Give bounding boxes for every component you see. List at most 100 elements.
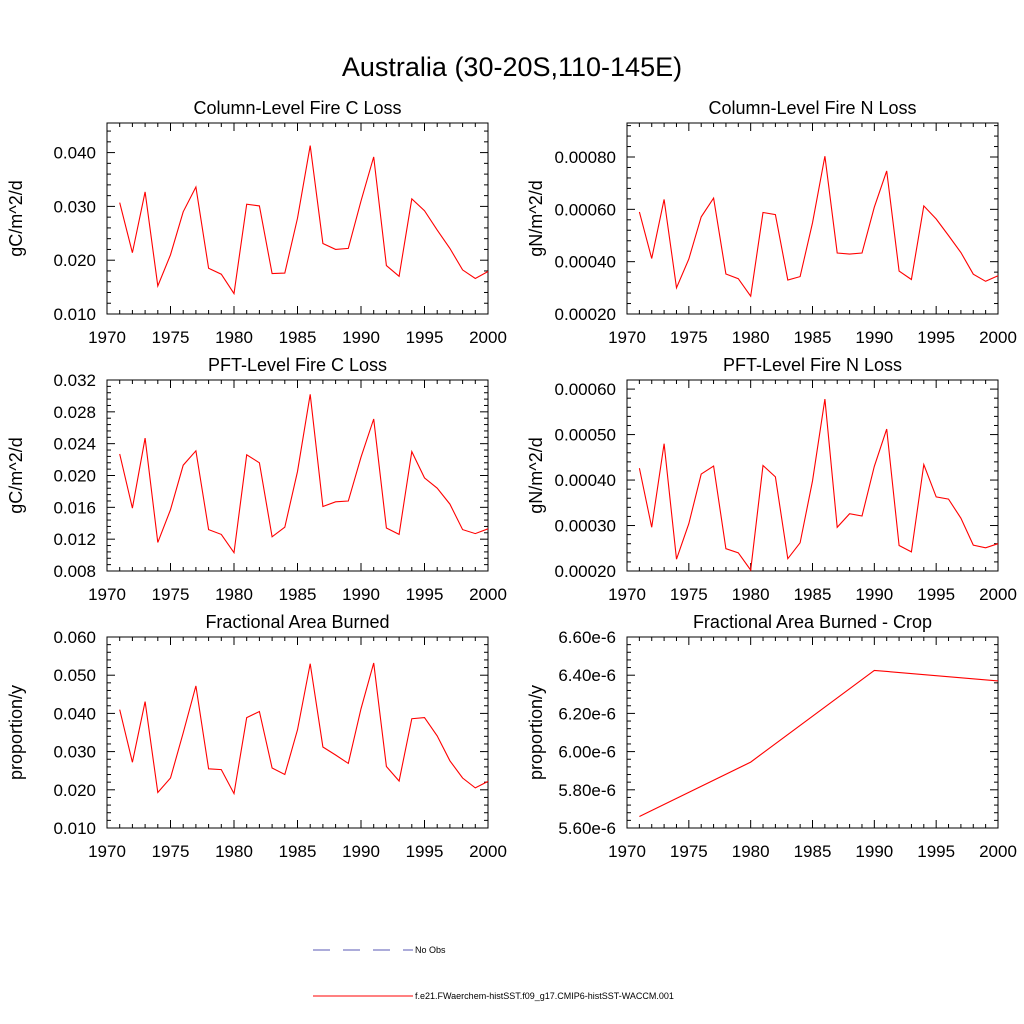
y-tick-label: 0.020: [53, 467, 96, 486]
panel-1: 1970 1975 1980 1985 1990 1995 2000 0.010 0.020 0.…: [6, 98, 507, 347]
x-tick-label: 1980: [215, 328, 253, 347]
x-tick-label: 1980: [732, 328, 770, 347]
x-tick-label: 1995: [406, 842, 444, 861]
x-tick-label: 2000: [469, 842, 507, 861]
y-tick-label: 0.00040: [555, 471, 616, 490]
y-tick-label: 0.040: [53, 144, 96, 163]
x-tick-label: 2000: [979, 842, 1017, 861]
panel-3: 1970 1975 1980 1985 1990 1995 2000 0.008 0.012 0.…: [6, 355, 507, 604]
y-tick-label: 0.040: [53, 704, 96, 723]
panel-title: PFT-Level Fire N Loss: [723, 355, 902, 375]
y-tick-label: 0.00030: [555, 517, 616, 536]
panel-2: 1970 1975 1980 1985 1990 1995 2000 0.00020 0.000…: [526, 98, 1017, 347]
panel-5: 1970 1975 1980 1985 1990 1995 2000 0.010 0.020 0.…: [6, 612, 507, 861]
y-tick-label: 0.010: [53, 819, 96, 838]
legend-label-no-obs: No Obs: [415, 945, 446, 955]
x-tick-label: 1985: [279, 328, 317, 347]
x-tick-label: 1975: [152, 842, 190, 861]
plot-frame: [626, 636, 999, 829]
panel-6: 1970 1975 1980 1985 1990 1995 2000 5.60e-6 5.80e…: [526, 612, 1017, 861]
y-tick-label: 0.028: [53, 403, 96, 422]
x-tick-label: 1995: [406, 328, 444, 347]
series-line: [119, 662, 489, 796]
series-line: [119, 394, 489, 555]
x-tick-label: 1975: [152, 585, 190, 604]
plot-frame: [626, 122, 999, 315]
plot-frame: [106, 379, 489, 572]
x-tick-label: 1975: [670, 842, 708, 861]
figure-title: Australia (30-20S,110-145E): [342, 52, 682, 82]
x-tick-label: 1995: [917, 842, 955, 861]
y-tick-label: 0.00020: [555, 305, 616, 324]
y-tick-label: 0.020: [53, 781, 96, 800]
y-tick-label: 0.00080: [555, 148, 616, 167]
x-tick-label: 2000: [469, 585, 507, 604]
x-tick-label: 1985: [279, 842, 317, 861]
y-tick-label: 0.00060: [555, 200, 616, 219]
x-tick-label: 2000: [979, 328, 1017, 347]
x-tick-label: 1980: [215, 842, 253, 861]
y-tick-label: 0.050: [53, 666, 96, 685]
x-tick-label: 1990: [855, 328, 893, 347]
x-tick-label: 1990: [342, 585, 380, 604]
y-axis-label: gC/m^2/d: [6, 180, 26, 256]
panel-4: 1970 1975 1980 1985 1990 1995 2000 0.00020 0.000…: [526, 355, 1017, 604]
legend: No Obs f.e21.FWaerchem-histSST.f09_g17.C…: [313, 945, 674, 1001]
y-tick-label: 0.020: [53, 251, 96, 270]
x-tick-label: 1990: [342, 328, 380, 347]
x-tick-label: 1970: [608, 585, 646, 604]
x-tick-label: 1985: [794, 328, 832, 347]
y-tick-label: 0.00060: [555, 380, 616, 399]
y-tick-label: 0.010: [53, 305, 96, 324]
y-tick-label: 0.030: [53, 743, 96, 762]
x-tick-label: 1980: [732, 842, 770, 861]
panel-title: PFT-Level Fire C Loss: [208, 355, 387, 375]
y-axis-label: gC/m^2/d: [6, 437, 26, 513]
panel-title: Column-Level Fire C Loss: [193, 98, 401, 118]
y-tick-label: 0.060: [53, 628, 96, 647]
x-tick-label: 1975: [670, 585, 708, 604]
y-tick-label: 5.80e-6: [558, 781, 616, 800]
x-tick-label: 2000: [979, 585, 1017, 604]
x-tick-label: 1970: [88, 328, 126, 347]
y-tick-label: 0.030: [53, 197, 96, 216]
y-tick-label: 0.032: [53, 371, 96, 390]
series-line: [119, 145, 489, 296]
y-tick-label: 6.00e-6: [558, 743, 616, 762]
x-tick-label: 1975: [152, 328, 190, 347]
x-tick-label: 1970: [88, 842, 126, 861]
x-tick-label: 1990: [855, 585, 893, 604]
y-tick-label: 6.60e-6: [558, 628, 616, 647]
y-axis-label: gN/m^2/d: [526, 180, 546, 256]
series-line: [638, 399, 999, 572]
y-tick-label: 5.60e-6: [558, 819, 616, 838]
y-tick-label: 0.00020: [555, 562, 616, 581]
x-tick-label: 2000: [469, 328, 507, 347]
y-tick-label: 0.00040: [555, 253, 616, 272]
x-tick-label: 1985: [794, 585, 832, 604]
y-axis-label: proportion/y: [6, 685, 26, 780]
y-tick-label: 0.016: [53, 498, 96, 517]
panel-title: Column-Level Fire N Loss: [708, 98, 916, 118]
x-tick-label: 1970: [608, 328, 646, 347]
legend-label-model: f.e21.FWaerchem-histSST.f09_g17.CMIP6-hi…: [415, 991, 674, 1001]
x-tick-label: 1990: [855, 842, 893, 861]
y-tick-label: 0.00050: [555, 426, 616, 445]
x-tick-label: 1995: [406, 585, 444, 604]
y-tick-label: 6.20e-6: [558, 704, 616, 723]
x-tick-label: 1980: [215, 585, 253, 604]
y-axis-label: proportion/y: [526, 685, 546, 780]
y-tick-label: 6.40e-6: [558, 666, 616, 685]
x-tick-label: 1995: [917, 585, 955, 604]
y-axis-label: gN/m^2/d: [526, 437, 546, 513]
x-tick-label: 1995: [917, 328, 955, 347]
series-line: [638, 156, 999, 298]
x-tick-label: 1985: [279, 585, 317, 604]
panel-title: Fractional Area Burned: [205, 612, 389, 632]
panel-title: Fractional Area Burned - Crop: [693, 612, 932, 632]
x-tick-label: 1980: [732, 585, 770, 604]
x-tick-label: 1990: [342, 842, 380, 861]
x-tick-label: 1975: [670, 328, 708, 347]
series-line: [639, 669, 999, 817]
